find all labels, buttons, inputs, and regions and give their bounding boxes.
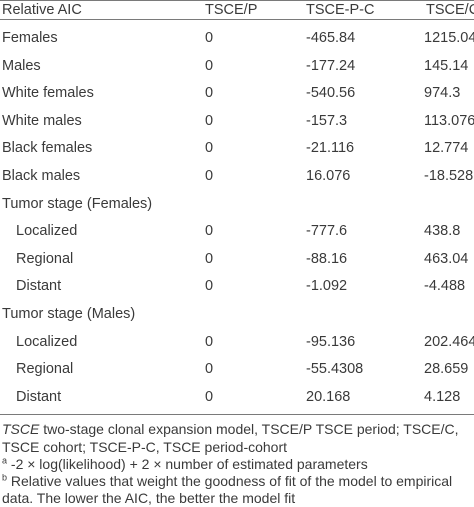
footnote-a-text: -2 × log(likelihood) + 2 × number of est… [7, 455, 368, 472]
row-value: 0 [205, 278, 214, 295]
row-label: Localized [16, 223, 78, 240]
row-label: Black females [2, 140, 93, 157]
row-value: -1.092 [306, 278, 348, 295]
table-row: Tumor stage (Females) [0, 191, 474, 219]
header-tsce-p-c: TSCE-P-C [306, 2, 375, 18]
table-row: White females 0 -540.56 974.3 [0, 80, 474, 108]
row-value: 0 [205, 85, 214, 102]
table-row: Distant 0 20.168 4.128 [0, 384, 474, 412]
row-value: 0 [205, 57, 214, 74]
row-value: 4.128 [424, 388, 461, 405]
row-value: 974.3 [424, 85, 461, 102]
table-row: White males 0 -157.3 113.076 [0, 108, 474, 136]
table-row: Regional 0 -88.16 463.04 [0, 246, 474, 274]
row-value: 0 [205, 112, 214, 129]
row-value: 0 [205, 388, 214, 405]
table-row: Tumor stage (Males) [0, 301, 474, 329]
row-label: Regional [16, 250, 74, 267]
table-row: Localized 0 -95.136 202.464 [0, 329, 474, 357]
row-value: -95.136 [306, 333, 356, 350]
row-label: Tumor stage (Females) [2, 195, 153, 212]
row-label: Localized [16, 333, 78, 350]
table-row: Distant 0 -1.092 -4.488 [0, 273, 474, 301]
footnote-abbrev-term: TSCE [2, 421, 40, 438]
row-value: 0 [205, 140, 214, 157]
header-tsce-c: TSCE/C [426, 2, 474, 18]
row-value: 463.04 [424, 250, 469, 267]
row-value: 16.076 [306, 167, 351, 184]
table-row: Black males 0 16.076 -18.528 [0, 163, 474, 191]
table-row: Regional 0 -55.4308 28.659 [0, 356, 474, 384]
table-row: Males 0 -177.24 145.14 [0, 53, 474, 81]
row-value: -777.6 [306, 223, 348, 240]
row-label: Distant [16, 388, 62, 405]
header-tsce-p: TSCE/P [205, 2, 258, 18]
row-value: -18.528 [424, 167, 474, 184]
row-value: 0 [205, 223, 214, 240]
table-row: Black females 0 -21.116 12.774 [0, 135, 474, 163]
table-row: Females 0 -465.84 1215.04 [0, 25, 474, 53]
table-footnotes: TSCE two-stage clonal expansion model, T… [0, 415, 474, 507]
row-value: 28.659 [424, 361, 469, 378]
row-value: 0 [205, 333, 214, 350]
row-value: 20.168 [306, 388, 351, 405]
row-value: 202.464 [424, 333, 474, 350]
footnote-a: a -2 × log(likelihood) + 2 × number of e… [2, 456, 470, 473]
row-value: -88.16 [306, 250, 348, 267]
row-label: White males [2, 112, 82, 129]
row-label: Black males [2, 167, 81, 184]
row-value: -55.4308 [306, 361, 364, 378]
footnote-b: b Relative values that weight the goodne… [2, 473, 470, 507]
row-value: -177.24 [306, 57, 356, 74]
row-value: 145.14 [424, 57, 469, 74]
row-label: Males [2, 57, 41, 74]
row-value: -4.488 [424, 278, 466, 295]
top-rule [0, 0, 474, 1]
header-relative-aic: Relative AIC [2, 2, 82, 18]
row-value: 0 [205, 250, 214, 267]
table-row: Localized 0 -777.6 438.8 [0, 218, 474, 246]
row-value: -157.3 [306, 112, 348, 129]
row-label: Regional [16, 361, 74, 378]
footnote-abbreviations: TSCE two-stage clonal expansion model, T… [2, 421, 470, 455]
footnote-a-marker: a [2, 455, 8, 466]
table-body: Females 0 -465.84 1215.04 Males 0 -177.24 145.1… [0, 25, 474, 411]
footnote-b-text: Relative values that weight the goodness… [2, 472, 453, 507]
row-value: 113.076 [424, 112, 474, 129]
table-header: Relative AIC TSCE/P TSCE-P-C TSCE/C [0, 1, 474, 19]
row-value: 438.8 [424, 223, 461, 240]
row-value: -465.84 [306, 30, 356, 46]
row-label: Females [2, 30, 58, 46]
row-value: 0 [205, 30, 214, 46]
header-rule [0, 19, 474, 20]
row-value: 0 [205, 167, 214, 184]
row-value: 12.774 [424, 140, 469, 157]
row-label: Distant [16, 278, 62, 295]
row-value: 1215.04 [424, 30, 474, 46]
row-label: Tumor stage (Males) [2, 305, 136, 322]
footnote-abbrev-text: two-stage clonal expansion model, TSCE/P… [2, 421, 459, 455]
row-value: -540.56 [306, 85, 356, 102]
bottom-rule [0, 414, 474, 416]
row-label: White females [2, 85, 94, 102]
row-value: 0 [205, 361, 214, 378]
footnote-b-marker: b [2, 472, 8, 483]
row-value: -21.116 [306, 140, 355, 157]
